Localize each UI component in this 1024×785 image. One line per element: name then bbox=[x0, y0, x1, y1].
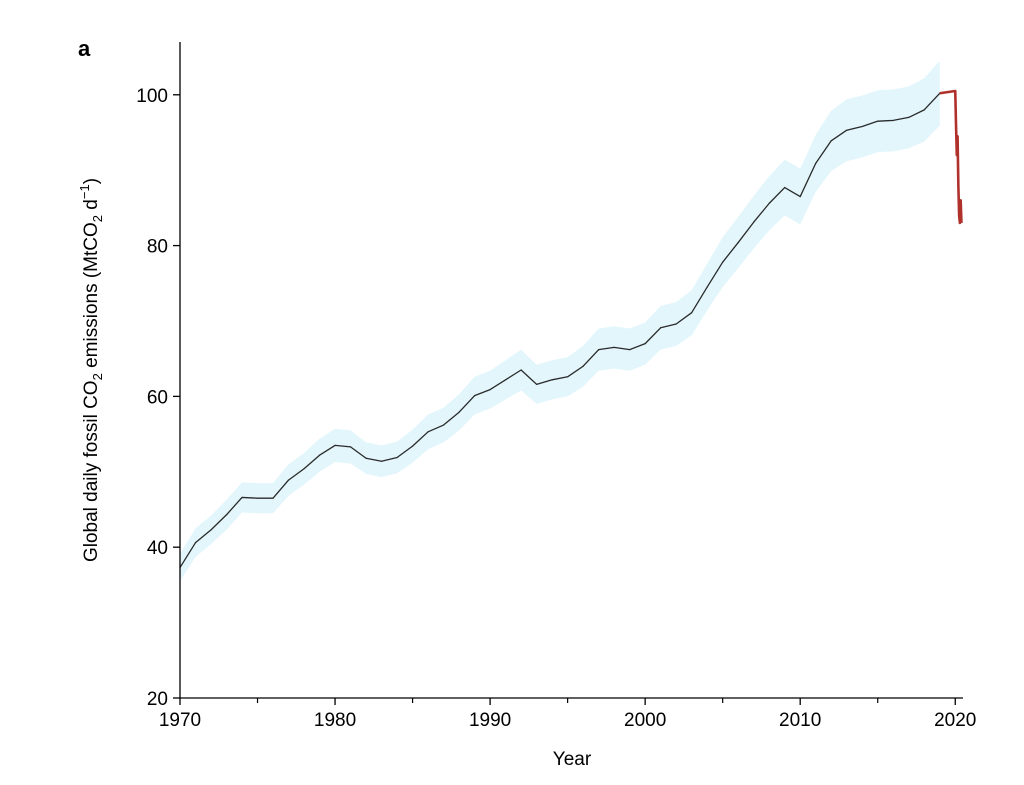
y-axis-title-suffix: ) bbox=[81, 178, 102, 184]
axes bbox=[179, 42, 963, 699]
data-point-1999 bbox=[629, 349, 631, 351]
data-point-1996 bbox=[582, 365, 584, 367]
data-point-1971 bbox=[194, 542, 197, 544]
x-axis-title: Year bbox=[553, 749, 592, 770]
data-point-2003 bbox=[691, 312, 693, 314]
data-point-2015 bbox=[877, 120, 879, 122]
annual-emissions-line bbox=[179, 92, 941, 568]
data-point-1983 bbox=[380, 460, 383, 462]
y-axis-title-sub2: 2 bbox=[90, 215, 105, 222]
data-point-1975 bbox=[256, 497, 259, 499]
ticks: 20 40 60 80 100 1970 1980 1990 2000 2010 2020 bbox=[136, 86, 976, 731]
data-point-1979 bbox=[318, 454, 321, 456]
data-point-1987 bbox=[442, 424, 445, 426]
uncertainty-band bbox=[180, 60, 940, 582]
data-point-2017 bbox=[908, 116, 910, 118]
data-point-2008 bbox=[768, 202, 770, 204]
data-point-2009 bbox=[784, 186, 786, 189]
plot-area bbox=[179, 60, 963, 582]
data-point-2006 bbox=[737, 241, 739, 244]
data-point-1990 bbox=[489, 389, 491, 391]
y-tick-label-80: 80 bbox=[147, 237, 168, 258]
data-point-2016 bbox=[892, 119, 894, 122]
y-axis-title-sub1: 2 bbox=[90, 373, 105, 380]
data-point-1998 bbox=[613, 346, 615, 348]
data-point-1982 bbox=[365, 457, 367, 459]
y-tick-label-100: 100 bbox=[136, 86, 168, 107]
data-point-1995 bbox=[567, 376, 569, 378]
x-tick-label-1970: 1970 bbox=[159, 710, 201, 731]
x-tick-label-2010: 2010 bbox=[779, 710, 821, 731]
data-point-2010 bbox=[799, 195, 801, 198]
data-point-1976 bbox=[272, 497, 274, 499]
data-point-2011 bbox=[815, 162, 817, 164]
data-point-2001 bbox=[660, 327, 662, 329]
y-tick-label-60: 60 bbox=[147, 387, 168, 408]
data-point-1993 bbox=[536, 383, 538, 385]
data-point-2012 bbox=[830, 140, 832, 142]
x-tick-label-2000: 2000 bbox=[624, 710, 666, 731]
x-tick-label-1990: 1990 bbox=[469, 710, 511, 731]
data-point-1992 bbox=[520, 369, 522, 371]
data-point-1972 bbox=[210, 529, 212, 531]
data-point-1977 bbox=[287, 479, 290, 481]
data-point-1981 bbox=[349, 446, 352, 448]
x-tick-label-1980: 1980 bbox=[314, 710, 356, 731]
data-point-2018 bbox=[923, 109, 925, 111]
x-tick-label-2020: 2020 bbox=[934, 710, 976, 731]
data-point-1978 bbox=[303, 468, 305, 470]
daily-2020-line bbox=[939, 89, 963, 225]
data-point-2004 bbox=[706, 286, 708, 288]
data-point-1997 bbox=[598, 349, 600, 351]
data-point-1974 bbox=[241, 496, 243, 499]
data-point-1986 bbox=[427, 431, 429, 433]
data-point-2005 bbox=[722, 261, 724, 263]
data-point-2013 bbox=[846, 129, 848, 131]
data-point-1994 bbox=[551, 379, 553, 381]
y-tick-label-20: 20 bbox=[147, 689, 168, 710]
y-axis-title-prefix: Global daily fossil CO bbox=[81, 380, 102, 562]
y-axis-title-sup: −1 bbox=[77, 184, 92, 199]
y-tick-label-40: 40 bbox=[147, 538, 168, 559]
data-point-1973 bbox=[225, 514, 228, 516]
data-point-2000 bbox=[644, 343, 646, 345]
data-point-1991 bbox=[505, 379, 507, 381]
panel-label: a bbox=[78, 36, 91, 61]
y-axis-title-middle2: d bbox=[81, 199, 102, 215]
data-point-2007 bbox=[753, 221, 755, 223]
y-axis-title: Global daily fossil CO2 emissions (MtCO2… bbox=[77, 178, 105, 562]
y-axis-title-middle: emissions (MtCO bbox=[81, 222, 102, 373]
data-point-1980 bbox=[334, 444, 336, 446]
data-point-1985 bbox=[411, 445, 414, 447]
data-point-2002 bbox=[675, 323, 677, 325]
data-point-2014 bbox=[861, 125, 863, 128]
data-point-1989 bbox=[473, 395, 476, 397]
data-point-1988 bbox=[458, 411, 460, 413]
data-point-1984 bbox=[396, 456, 398, 459]
